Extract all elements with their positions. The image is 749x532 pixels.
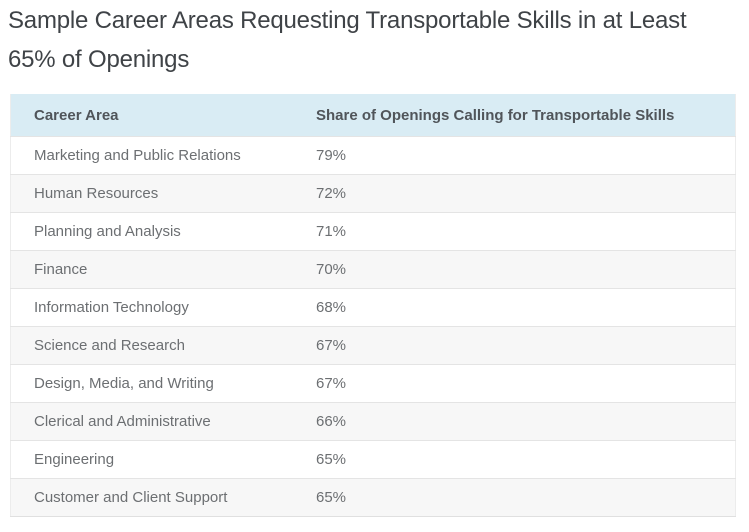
career-area-cell: Customer and Client Support (10, 478, 316, 517)
table-row: Clerical and Administrative 66% (10, 402, 736, 441)
share-cell: 68% (316, 288, 736, 327)
career-area-cell: Information Technology (10, 288, 316, 327)
table-row: Planning and Analysis 71% (10, 212, 736, 251)
table-row: Information Technology 68% (10, 288, 736, 327)
table-row: Customer and Client Support 65% (10, 478, 736, 517)
career-area-cell: Finance (10, 250, 316, 289)
career-area-cell: Human Resources (10, 174, 316, 213)
table-row: Science and Research 67% (10, 326, 736, 365)
table-row: Design, Media, and Writing 67% (10, 364, 736, 403)
career-area-cell: Science and Research (10, 326, 316, 365)
skills-table: Career Area Share of Openings Calling fo… (10, 94, 736, 517)
share-cell: 71% (316, 212, 736, 251)
share-cell: 70% (316, 250, 736, 289)
share-cell: 72% (316, 174, 736, 213)
career-area-cell: Planning and Analysis (10, 212, 316, 251)
share-cell: 66% (316, 402, 736, 441)
table-row: Finance 70% (10, 250, 736, 289)
share-cell: 67% (316, 326, 736, 365)
table-row: Human Resources 72% (10, 174, 736, 213)
career-area-cell: Marketing and Public Relations (10, 136, 316, 175)
share-cell: 67% (316, 364, 736, 403)
table-row: Engineering 65% (10, 440, 736, 479)
share-cell: 65% (316, 440, 736, 479)
share-cell: 65% (316, 478, 736, 517)
table-body: Marketing and Public Relations 79% Human… (10, 136, 736, 517)
career-area-cell: Design, Media, and Writing (10, 364, 316, 403)
career-area-cell: Clerical and Administrative (10, 402, 316, 441)
table-row: Marketing and Public Relations 79% (10, 136, 736, 175)
page-title: Sample Career Areas Requesting Transport… (8, 7, 687, 73)
column-header-career-area: Career Area (10, 94, 316, 137)
table-header-row: Career Area Share of Openings Calling fo… (10, 94, 736, 137)
share-cell: 79% (316, 136, 736, 175)
column-header-share: Share of Openings Calling for Transporta… (316, 94, 736, 137)
career-area-cell: Engineering (10, 440, 316, 479)
table-header: Career Area Share of Openings Calling fo… (10, 94, 736, 137)
